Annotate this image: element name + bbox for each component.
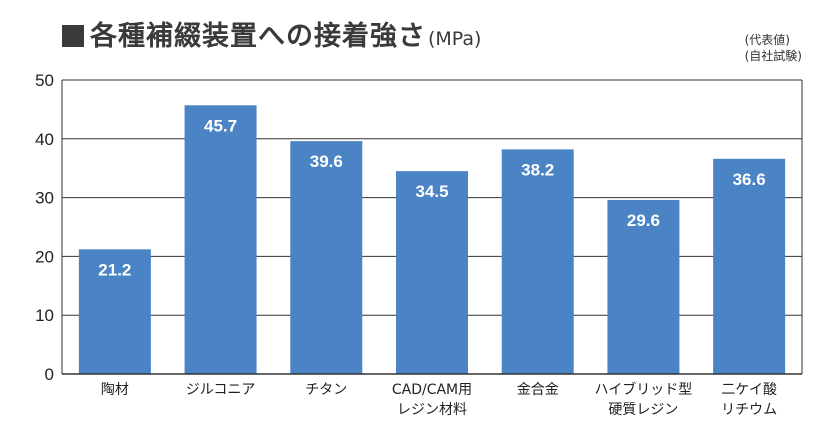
bar xyxy=(184,105,257,374)
note-representative: (代表値) xyxy=(744,33,790,47)
y-tick-label: 0 xyxy=(45,365,54,384)
data-label: 45.7 xyxy=(204,116,237,135)
data-label: 34.5 xyxy=(415,182,448,201)
y-tick-label: 40 xyxy=(35,130,54,149)
bar xyxy=(78,249,151,374)
chart-note: (代表値) (自社試験) xyxy=(745,32,802,64)
title-square-icon xyxy=(62,25,84,47)
bar xyxy=(396,171,468,374)
x-tick-label: 二ケイ酸 xyxy=(721,382,777,398)
bar xyxy=(713,158,786,374)
data-label: 38.2 xyxy=(521,160,554,179)
x-tick-label: チタン xyxy=(305,382,347,398)
y-tick-label: 10 xyxy=(35,306,54,325)
x-tick-label: リチウム xyxy=(721,402,777,418)
x-tick-label: 金合金 xyxy=(517,382,559,398)
data-label: 36.6 xyxy=(733,170,766,189)
data-label: 21.2 xyxy=(98,260,131,279)
x-tick-label: CAD/CAM用 xyxy=(392,382,472,398)
data-label: 39.6 xyxy=(310,152,343,171)
bar xyxy=(501,149,574,374)
chart-unit: (MPa) xyxy=(428,28,482,50)
x-tick-label: ジルコニア xyxy=(186,382,256,398)
bar xyxy=(607,199,680,374)
x-tick-label: 陶材 xyxy=(101,382,129,398)
x-tick-label: レジン材料 xyxy=(397,402,467,418)
chart-title: 各種補綴装置への接着強さ xyxy=(90,21,426,52)
bar xyxy=(290,141,363,374)
y-tick-label: 50 xyxy=(35,71,54,90)
note-inhouse-test: (自社試験) xyxy=(744,49,802,63)
y-tick-label: 30 xyxy=(35,189,54,208)
x-tick-label: ハイブリッド型 xyxy=(595,381,693,398)
y-tick-label: 20 xyxy=(35,247,54,266)
data-label: 29.6 xyxy=(627,211,660,230)
x-tick-label: 硬質レジン xyxy=(608,402,678,418)
chart-title-block: 各種補綴装置への接着強さ (MPa) xyxy=(62,14,481,53)
